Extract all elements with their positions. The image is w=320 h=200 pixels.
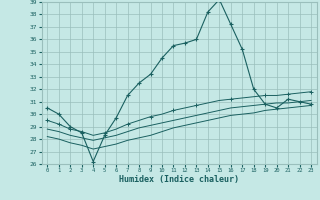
X-axis label: Humidex (Indice chaleur): Humidex (Indice chaleur) [119,175,239,184]
